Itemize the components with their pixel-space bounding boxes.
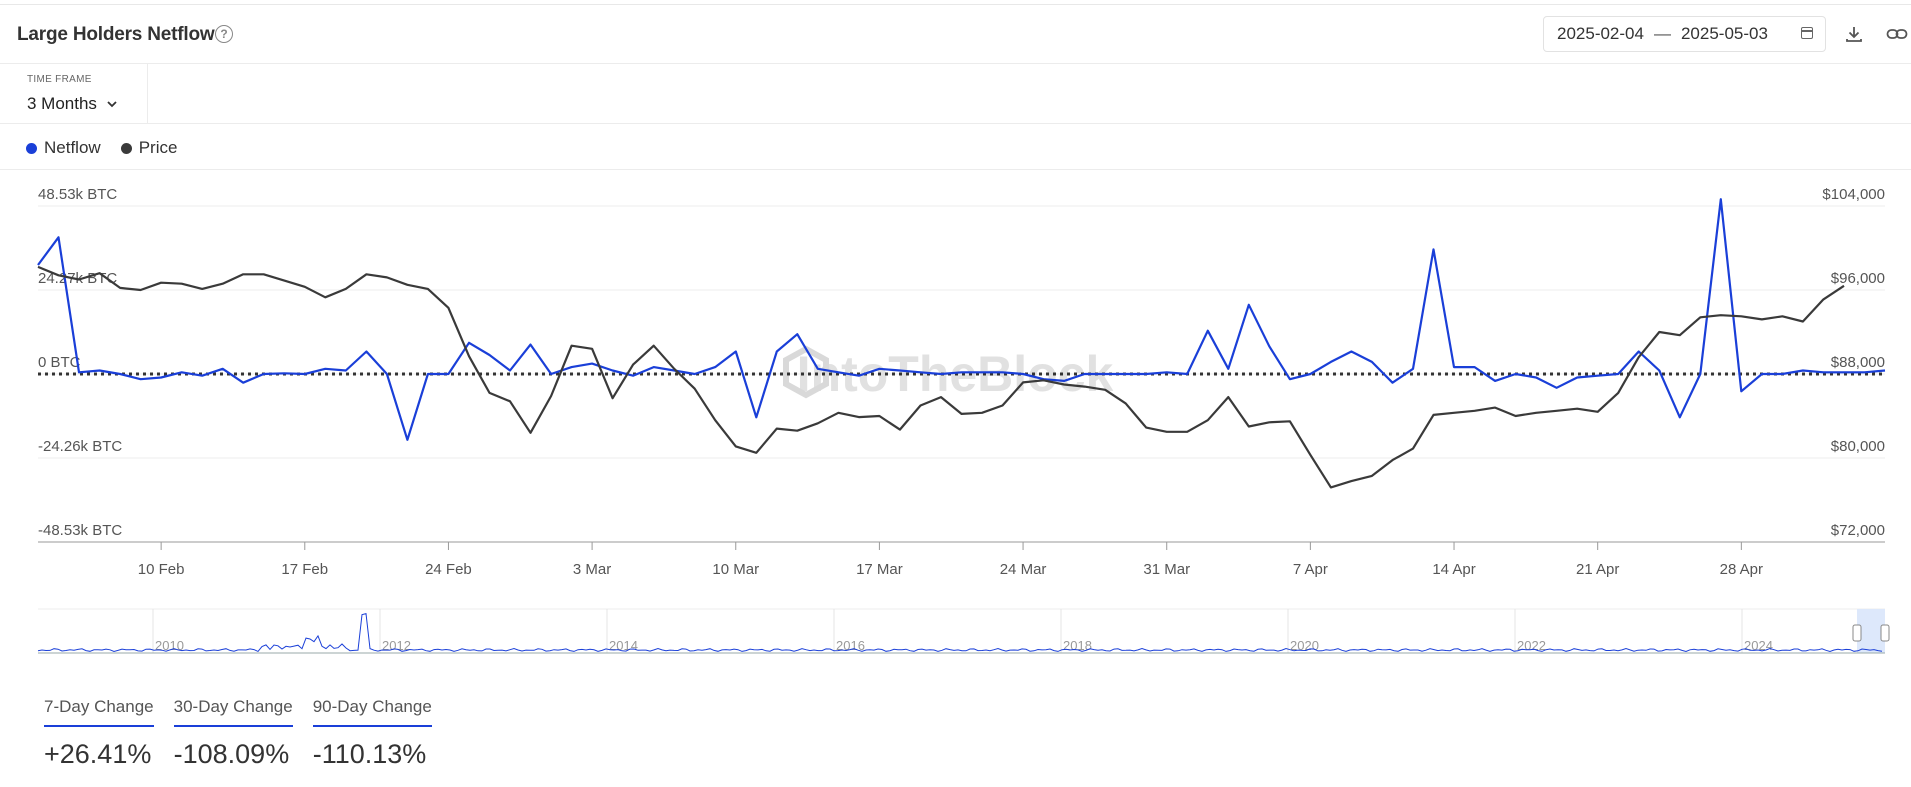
link-icon[interactable] [1883, 20, 1911, 48]
x-tick-label: 28 Apr [1720, 561, 1763, 578]
x-tick-label: 31 Mar [1143, 561, 1190, 578]
navigator-handle-right[interactable] [1880, 624, 1890, 642]
y-left-tick-label: 0 BTC [38, 354, 81, 371]
navigator-year-label: 2022 [1517, 638, 1546, 653]
chart-title: Large Holders Netflow [17, 24, 215, 45]
calendar-icon[interactable] [1801, 27, 1813, 39]
stat-7-day-label[interactable]: 7-Day Change [44, 697, 154, 727]
navigator-year-label: 2016 [836, 638, 865, 653]
date-range-picker[interactable]: 2025-02-04 — 2025-05-03 [1543, 16, 1826, 52]
legend-item-price[interactable]: Price [120, 138, 178, 158]
legend-item-netflow[interactable]: Netflow [26, 138, 101, 158]
x-tick-label: 14 Apr [1432, 561, 1475, 578]
timeframe-label: TIME FRAME [27, 74, 92, 85]
series-line-netflow [37, 198, 1886, 441]
x-tick-label: 7 Apr [1293, 561, 1328, 578]
y-left-tick-label: 48.53k BTC [38, 186, 117, 203]
y-right-tick-label: $104,000 [1822, 186, 1885, 203]
timeframe-value: 3 Months [27, 94, 97, 113]
navigator-handle-left[interactable] [1852, 624, 1862, 642]
stat-90-day-value: -110.13% [312, 739, 427, 769]
chart-card [0, 4, 1911, 787]
stat-90-day-label[interactable]: 90-Day Change [312, 697, 432, 727]
date-to: 2025-05-03 [1680, 24, 1768, 43]
stat-30-day-value: -108.09% [173, 739, 290, 769]
y-right-tick-label: $80,000 [1831, 438, 1885, 455]
legend-dot-price [120, 142, 132, 154]
navigator-year-label: 2018 [1063, 638, 1092, 653]
legend-dot-netflow [26, 142, 37, 154]
legend-label-netflow: Netflow [44, 138, 101, 157]
y-left-tick-label: -24.26k BTC [38, 438, 122, 455]
x-tick-label: 10 Feb [138, 561, 185, 578]
y-left-tick-label: -48.53k BTC [38, 522, 122, 539]
header-divider [0, 63, 1911, 64]
question-circle-icon[interactable]: ? [215, 25, 233, 43]
x-tick-label: 3 Mar [573, 561, 611, 578]
y-right-tick-label: $96,000 [1831, 270, 1885, 287]
y-right-tick-label: $72,000 [1831, 522, 1885, 539]
x-tick-label: 24 Feb [425, 561, 472, 578]
navigator-year-label: 2024 [1744, 638, 1773, 653]
stat-30-day-label[interactable]: 30-Day Change [173, 697, 293, 727]
chevron-down-icon [107, 101, 117, 108]
x-tick-label: 17 Feb [281, 561, 328, 578]
x-tick-label: 17 Mar [856, 561, 903, 578]
navigator-year-label: 2010 [155, 638, 184, 653]
timeframe-select[interactable]: 3 Months [27, 94, 118, 114]
timeframe-box [0, 63, 148, 123]
x-tick-label: 10 Mar [712, 561, 759, 578]
legend-label-price: Price [138, 138, 178, 157]
watermark-logo-icon [783, 345, 829, 399]
x-tick-label: 21 Apr [1576, 561, 1619, 578]
date-from: 2025-02-04 [1557, 24, 1644, 43]
chart-legend: Netflow Price [26, 138, 197, 158]
navigator-selection[interactable] [1857, 609, 1885, 653]
stat-7-day-value: +26.41% [44, 739, 152, 769]
legend-divider [0, 169, 1911, 170]
timeframe-divider [0, 123, 1911, 124]
navigator-year-label: 2012 [382, 638, 411, 653]
change-stats: 7-Day Change +26.41% 30-Day Change -108.… [44, 697, 452, 770]
series-line-price [37, 265, 1845, 489]
y-right-tick-label: $88,000 [1831, 354, 1885, 371]
date-separator: — [1653, 24, 1671, 43]
navigator-sparkline [37, 612, 1883, 653]
stat-7-day: 7-Day Change +26.41% [44, 697, 154, 770]
x-tick-label: 24 Mar [1000, 561, 1047, 578]
download-icon[interactable] [1840, 20, 1868, 48]
stat-30-day: 30-Day Change -108.09% [173, 697, 293, 770]
stat-90-day: 90-Day Change -110.13% [312, 697, 432, 770]
